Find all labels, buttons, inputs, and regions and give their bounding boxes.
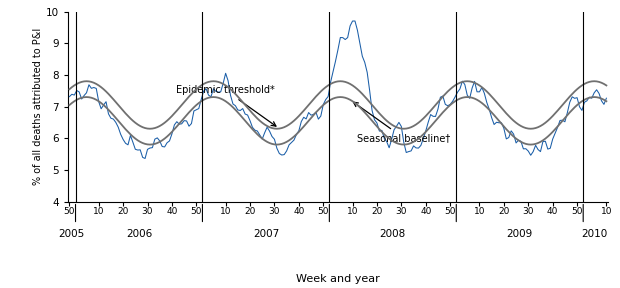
Text: 2008: 2008 [379, 229, 406, 239]
Text: 2006: 2006 [126, 229, 152, 239]
Y-axis label: % of all deaths attributed to P&I: % of all deaths attributed to P&I [33, 28, 43, 185]
Text: Week and year: Week and year [296, 274, 380, 284]
Text: Epidemic threshold*: Epidemic threshold* [176, 85, 276, 126]
Text: 2005: 2005 [59, 229, 85, 239]
Text: 2010: 2010 [581, 229, 608, 239]
Text: 2007: 2007 [253, 229, 279, 239]
Text: 2009: 2009 [507, 229, 533, 239]
Text: Seasonal baseline†: Seasonal baseline† [353, 102, 450, 143]
